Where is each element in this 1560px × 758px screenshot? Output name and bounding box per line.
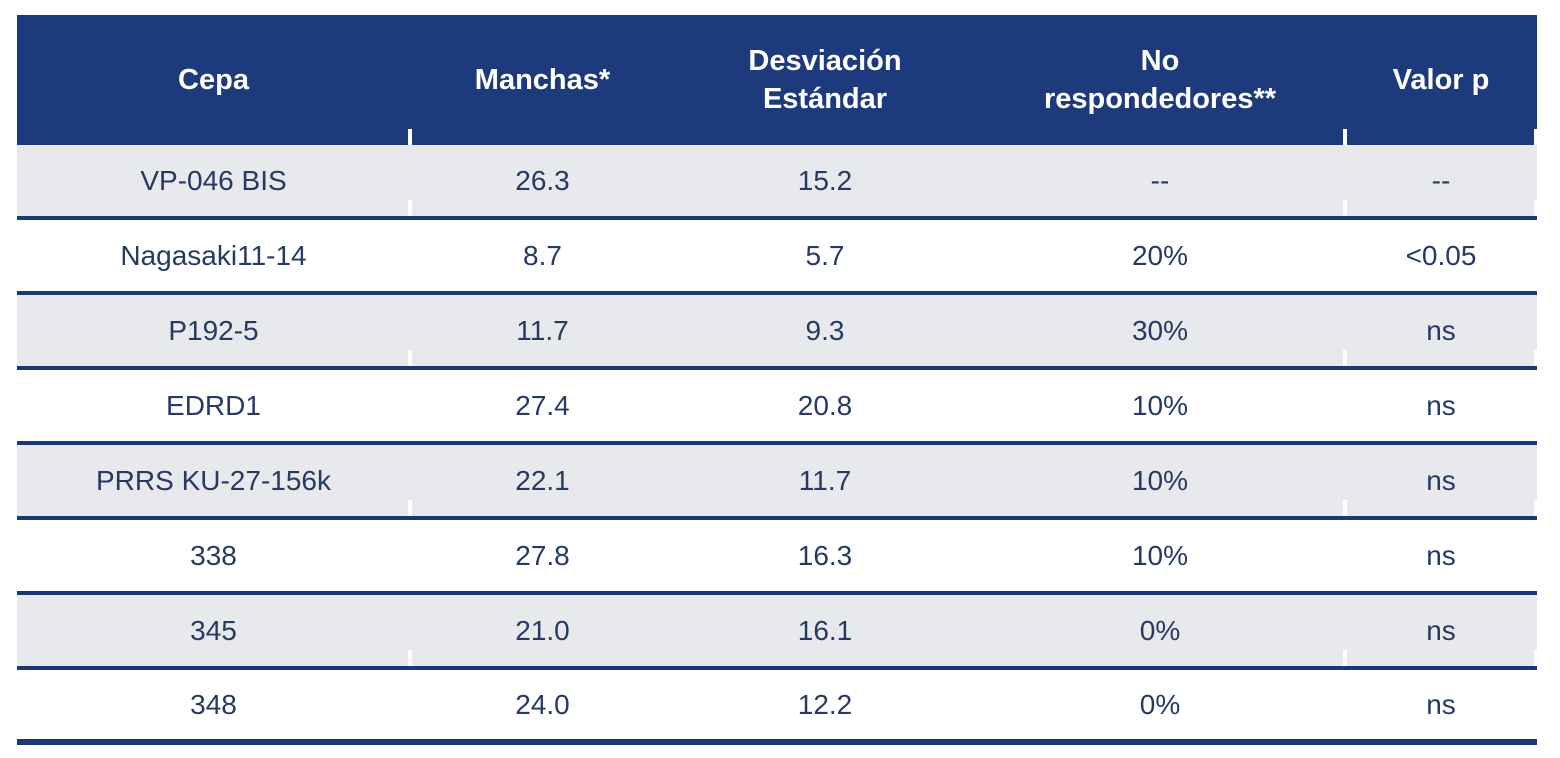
table-cell-valor-p: <0.05 [1345,220,1537,295]
table-row: P192-5 11.7 9.3 30% ns [17,295,1537,370]
table-cell-manchas: 11.7 [408,295,675,370]
table-cell-no-respondedores: 30% [975,295,1345,370]
column-header-cepa: Cepa [17,15,410,145]
table-row: VP-046 BIS 26.3 15.2 -- -- [17,145,1537,220]
table-cell-manchas: 27.4 [410,370,675,445]
table-row: 348 24.0 12.2 0% ns [17,670,1537,745]
table-cell-valor-p: -- [1343,145,1537,220]
results-table: Cepa Manchas* Desviación Estándar No res… [17,15,1537,745]
table-cell-manchas: 27.8 [410,520,675,595]
table-cell-desviacion: 5.7 [675,220,975,295]
table-cell-no-respondedores: 10% [975,520,1345,595]
table-cell-no-respondedores: 20% [975,220,1345,295]
table-cell-desviacion: 16.1 [675,595,975,670]
table-cell-cepa: P192-5 [17,295,410,370]
table-cell-cepa: 345 [17,595,410,670]
table-cell-manchas: 24.0 [410,670,675,745]
table-row: 345 21.0 16.1 0% ns [17,595,1537,670]
table-cell-no-respondedores: 10% [975,445,1345,520]
table-cell-cepa: 348 [17,670,410,745]
table-cell-cepa: VP-046 BIS [17,145,410,220]
table-row: Nagasaki11-14 8.7 5.7 20% <0.05 [17,220,1537,295]
table-cell-desviacion: 15.2 [675,145,975,220]
table-cell-cepa: PRRS KU-27-156k [17,445,410,520]
table-cell-cepa: Nagasaki11-14 [17,220,410,295]
table-cell-valor-p: ns [1345,520,1537,595]
table-row: PRRS KU-27-156k 22.1 11.7 10% ns [17,445,1537,520]
table-cell-valor-p: ns [1345,670,1537,745]
table-cell-valor-p: ns [1343,595,1537,670]
table-cell-desviacion: 9.3 [675,295,975,370]
results-table-container: Cepa Manchas* Desviación Estándar No res… [17,15,1537,745]
table-cell-valor-p: ns [1343,445,1537,520]
table-cell-valor-p: ns [1345,370,1537,445]
table-cell-no-respondedores: -- [975,145,1345,220]
column-header-no-respondedores: No respondedores** [975,15,1345,145]
table-cell-desviacion: 11.7 [675,445,975,520]
table-cell-valor-p: ns [1343,295,1537,370]
table-cell-no-respondedores: 0% [975,670,1345,745]
table-cell-no-respondedores: 0% [975,595,1345,670]
column-header-valor-p: Valor p [1343,15,1537,145]
table-cell-desviacion: 16.3 [675,520,975,595]
table-body: VP-046 BIS 26.3 15.2 -- -- Nagasaki11-14 8.7 5.… [17,145,1537,745]
table-cell-cepa: EDRD1 [17,370,410,445]
table-cell-cepa: 338 [17,520,410,595]
table-header: Cepa Manchas* Desviación Estándar No res… [17,15,1537,145]
table-row: EDRD1 27.4 20.8 10% ns [17,370,1537,445]
table-cell-manchas: 21.0 [408,595,675,670]
table-row: 338 27.8 16.3 10% ns [17,520,1537,595]
table-cell-no-respondedores: 10% [975,370,1345,445]
column-header-desviacion: Desviación Estándar [675,15,975,145]
table-cell-desviacion: 20.8 [675,370,975,445]
table-header-row: Cepa Manchas* Desviación Estándar No res… [17,15,1537,145]
column-header-manchas: Manchas* [408,15,675,145]
table-cell-manchas: 8.7 [410,220,675,295]
table-cell-manchas: 26.3 [408,145,675,220]
table-cell-desviacion: 12.2 [675,670,975,745]
table-cell-manchas: 22.1 [408,445,675,520]
